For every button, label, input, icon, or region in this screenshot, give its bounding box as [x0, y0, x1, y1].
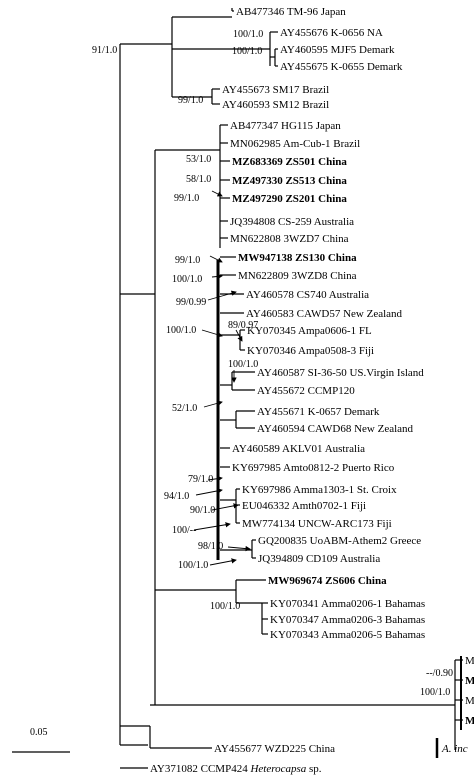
taxon-label: AB477347 HG115 Japan	[230, 120, 341, 132]
support-value: --/0.90	[426, 668, 453, 679]
scale-bar: 0.05	[12, 727, 70, 753]
taxon-label: AY455673 SM17 Brazil	[222, 84, 329, 96]
pointer-arrow	[211, 273, 223, 280]
pointer-arrow	[203, 400, 223, 408]
support-value: 100/1.0	[166, 325, 196, 336]
support-value: 99/0.99	[176, 297, 206, 308]
taxon-label: EU046332 Amth0702-1 Fiji	[242, 500, 366, 512]
taxon-label: AY371082 CCMP424 Heterocapsa sp.	[150, 763, 322, 775]
pointer-arrow	[207, 475, 223, 482]
taxon-label: MN622808 3WZD7 China	[230, 233, 349, 245]
taxon-label: AY460578 CS740 Australia	[246, 289, 369, 301]
support-value: 94/1.0	[164, 491, 189, 502]
support-value: 100/1.0	[210, 601, 240, 612]
support-pointers	[193, 190, 251, 566]
taxon-label: AY455672 CCMP120	[257, 385, 355, 397]
taxon-label: GQ200835 UoABM-Athem2 Greece	[258, 535, 421, 547]
taxon-label: AY460595 MJF5 Demark	[280, 44, 395, 56]
support-value: 100/1.0	[172, 274, 202, 285]
support-value: 90/1.0	[190, 505, 215, 516]
support-value: 53/1.0	[186, 154, 211, 165]
support-value: 58/1.0	[186, 174, 211, 185]
taxon-label: KY070347 Amma0206-3 Bahamas	[270, 614, 425, 626]
truncated-label: M	[465, 655, 474, 667]
taxon-label: AY460589 AKLV01 Australia	[232, 443, 365, 455]
taxon-label: MZ683369 ZS501 China	[232, 156, 347, 168]
taxon-label: MZ497290 ZS201 China	[232, 193, 347, 205]
taxon-label: MN622809 3WZD8 China	[238, 270, 357, 282]
taxon-label: JQ394809 CD109 Australia	[258, 553, 380, 565]
taxon-label: AY455675 K-0655 Demark	[280, 61, 403, 73]
support-value: 99/1.0	[175, 255, 200, 266]
truncated-label: M	[465, 715, 474, 727]
support-value: 89/0.97	[228, 320, 258, 331]
pointer-arrow	[201, 329, 223, 338]
support-value: 100/1.0	[420, 687, 450, 698]
truncated-label: M	[465, 695, 474, 707]
tree-branches	[119, 8, 463, 769]
taxon-label: AY455677 WZD225 China	[214, 743, 335, 755]
taxon-label: KY697985 Amto0812-2 Puerto Rico	[232, 462, 395, 474]
support-value: 100/--	[172, 525, 196, 536]
support-value: 100/1.0	[178, 560, 208, 571]
taxon-label: AB477346 TM-96 Japan	[236, 6, 346, 18]
support-value: 100/1.0	[233, 29, 263, 40]
pointer-arrow	[211, 190, 223, 197]
support-value: 52/1.0	[172, 403, 197, 414]
taxon-label: JQ394808 CS-259 Australia	[230, 216, 354, 228]
taxon-label: MZ497330 ZS513 China	[232, 175, 347, 187]
taxon-label: AY460587 SI-36-50 US.Virgin Island	[257, 367, 424, 379]
taxon-label: AY460593 SM12 Brazil	[222, 99, 329, 111]
taxon-label: MW969674 ZS606 China	[268, 575, 387, 587]
truncated-label: M	[465, 675, 474, 687]
pointer-arrow	[207, 290, 237, 301]
taxon-label: KY070341 Amma0206-1 Bahamas	[270, 598, 425, 610]
pointer-arrow	[227, 545, 251, 552]
taxon-label: MN062985 Am-Cub-1 Brazil	[230, 138, 360, 150]
truncated-species-label: A. inc	[441, 743, 468, 755]
pointer-arrow	[235, 329, 243, 342]
taxon-label: AY455676 K-0656 NA	[280, 27, 383, 39]
pointer-arrow	[209, 255, 223, 263]
support-value: 91/1.0	[92, 45, 117, 56]
support-value: 79/1.0	[188, 474, 213, 485]
pointer-arrow	[209, 558, 237, 566]
support-value: 100/1.0	[232, 46, 262, 57]
support-value: 100/1.0	[228, 359, 258, 370]
taxon-label: KY070346 Ampa0508-3 Fiji	[247, 345, 374, 357]
pointer-arrow	[211, 503, 239, 511]
support-value: 98/1.0	[198, 541, 223, 552]
taxon-label: KY697986 Amma1303-1 St. Croix	[242, 484, 397, 496]
pointer-arrow	[195, 488, 223, 496]
taxon-label: MW947138 ZS130 China	[238, 252, 357, 264]
taxon-label: KY070345 Ampa0606-1 FL	[247, 325, 372, 337]
taxon-label: KY070343 Amma0206-5 Bahamas	[270, 629, 425, 641]
taxon-label: AY455671 K-0657 Demark	[257, 406, 380, 418]
scale-bar-label: 0.05	[30, 727, 48, 738]
taxon-label: AY460594 CAWD68 New Zealand	[257, 423, 414, 435]
taxon-label: MW774134 UNCW-ARC173 Fiji	[242, 518, 392, 530]
taxon-label: AY460583 CAWD57 New Zealand	[246, 308, 403, 320]
support-value: 99/1.0	[174, 193, 199, 204]
pointer-arrow	[193, 522, 231, 531]
cut-off-labels: M M M M A. inc	[441, 655, 474, 755]
support-values: 91/1.0 100/1.0 100/1.0 99/1.0 53/1.0 58/…	[92, 29, 453, 698]
taxa-labels: AB477346 TM-96 Japan AY455676 K-0656 NA …	[150, 6, 425, 775]
support-value: 99/1.0	[178, 95, 203, 106]
